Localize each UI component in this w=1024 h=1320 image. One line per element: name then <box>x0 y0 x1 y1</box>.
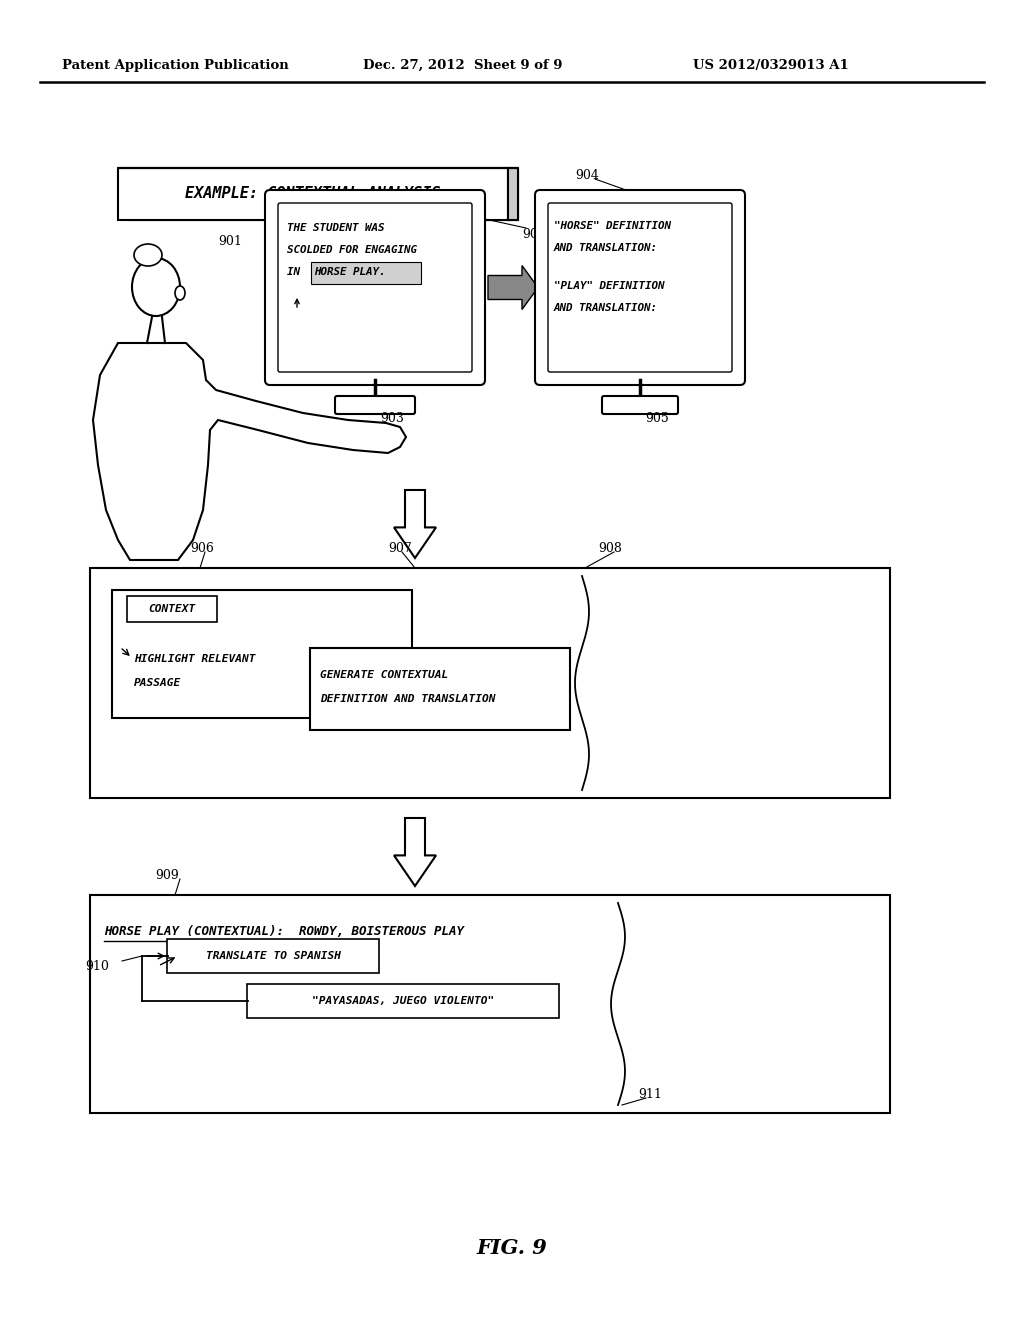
Polygon shape <box>118 168 508 220</box>
Polygon shape <box>508 168 518 220</box>
Ellipse shape <box>175 286 185 300</box>
Text: DEFINITION AND TRANSLATION: DEFINITION AND TRANSLATION <box>319 694 496 704</box>
FancyBboxPatch shape <box>548 203 732 372</box>
Text: EXAMPLE: CONTEXTUAL ANALYSIS: EXAMPLE: CONTEXTUAL ANALYSIS <box>185 186 440 202</box>
Text: "HORSE" DEFINITION: "HORSE" DEFINITION <box>554 220 671 231</box>
Text: 901: 901 <box>218 235 242 248</box>
Text: 909: 909 <box>155 869 179 882</box>
Text: 908: 908 <box>598 543 622 554</box>
Text: CONTEXT: CONTEXT <box>148 605 196 614</box>
Text: TRANSLATE TO SPANISH: TRANSLATE TO SPANISH <box>206 950 341 961</box>
FancyBboxPatch shape <box>278 203 472 372</box>
FancyBboxPatch shape <box>602 396 678 414</box>
Polygon shape <box>112 590 412 718</box>
Polygon shape <box>394 818 436 886</box>
Ellipse shape <box>134 244 162 267</box>
Text: 902: 902 <box>522 228 546 242</box>
FancyBboxPatch shape <box>127 597 217 622</box>
Polygon shape <box>488 265 538 309</box>
FancyBboxPatch shape <box>311 261 421 284</box>
Text: THE STUDENT WAS: THE STUDENT WAS <box>287 223 384 234</box>
Ellipse shape <box>132 257 180 315</box>
Text: 905: 905 <box>645 412 669 425</box>
Polygon shape <box>310 648 570 730</box>
Text: Patent Application Publication: Patent Application Publication <box>62 58 289 71</box>
FancyBboxPatch shape <box>167 939 379 973</box>
Text: 904: 904 <box>575 169 599 182</box>
Text: HIGHLIGHT RELEVANT: HIGHLIGHT RELEVANT <box>134 653 256 664</box>
Text: FIG. 9: FIG. 9 <box>476 1238 548 1258</box>
Text: 911: 911 <box>638 1088 662 1101</box>
Text: Dec. 27, 2012  Sheet 9 of 9: Dec. 27, 2012 Sheet 9 of 9 <box>362 58 562 71</box>
Polygon shape <box>394 490 436 558</box>
FancyBboxPatch shape <box>535 190 745 385</box>
Text: 906: 906 <box>190 543 214 554</box>
Text: PASSAGE: PASSAGE <box>134 678 181 688</box>
FancyBboxPatch shape <box>247 983 559 1018</box>
Text: HORSE PLAY (CONTEXTUAL):  ROWDY, BOISTEROUS PLAY: HORSE PLAY (CONTEXTUAL): ROWDY, BOISTERO… <box>104 925 464 939</box>
FancyBboxPatch shape <box>335 396 415 414</box>
FancyBboxPatch shape <box>265 190 485 385</box>
Polygon shape <box>128 168 518 220</box>
Text: SCOLDED FOR ENGAGING: SCOLDED FOR ENGAGING <box>287 246 417 255</box>
Text: 903: 903 <box>380 412 403 425</box>
Text: "PAYASADAS, JUEGO VIOLENTO": "PAYASADAS, JUEGO VIOLENTO" <box>312 997 495 1006</box>
Text: GENERATE CONTEXTUAL: GENERATE CONTEXTUAL <box>319 671 449 680</box>
Text: AND TRANSLATION:: AND TRANSLATION: <box>554 243 658 253</box>
Text: "PLAY" DEFINITION: "PLAY" DEFINITION <box>554 281 665 290</box>
Text: 910: 910 <box>85 960 109 973</box>
Text: AND TRANSLATION:: AND TRANSLATION: <box>554 304 658 313</box>
Polygon shape <box>90 568 890 799</box>
Polygon shape <box>90 895 890 1113</box>
Text: IN: IN <box>287 267 306 277</box>
Text: US 2012/0329013 A1: US 2012/0329013 A1 <box>693 58 849 71</box>
Polygon shape <box>93 343 406 560</box>
Text: 907: 907 <box>388 543 412 554</box>
Text: HORSE PLAY.: HORSE PLAY. <box>314 267 385 277</box>
